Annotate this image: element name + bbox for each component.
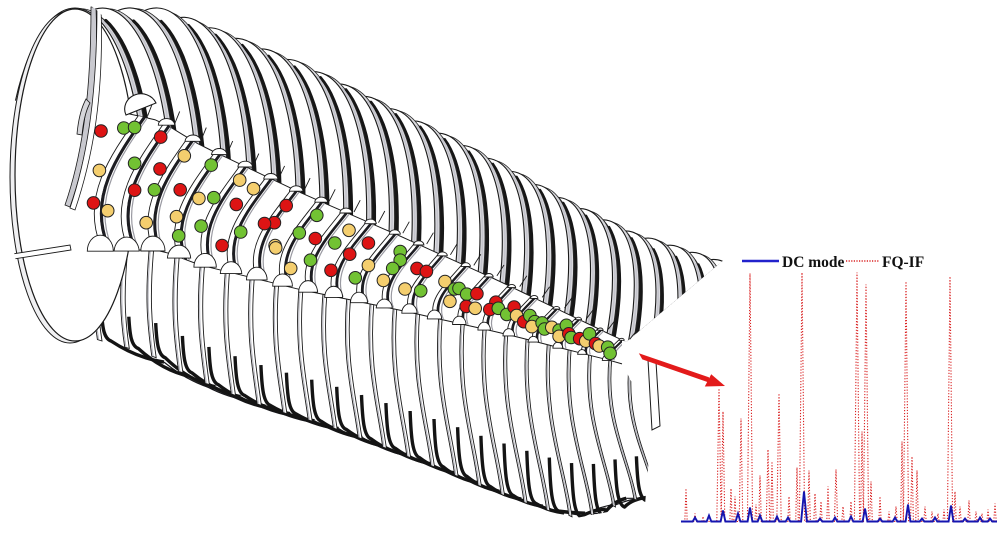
svg-text:FQ-IF: FQ-IF (882, 254, 924, 271)
svg-text:DC mode: DC mode (782, 254, 845, 271)
